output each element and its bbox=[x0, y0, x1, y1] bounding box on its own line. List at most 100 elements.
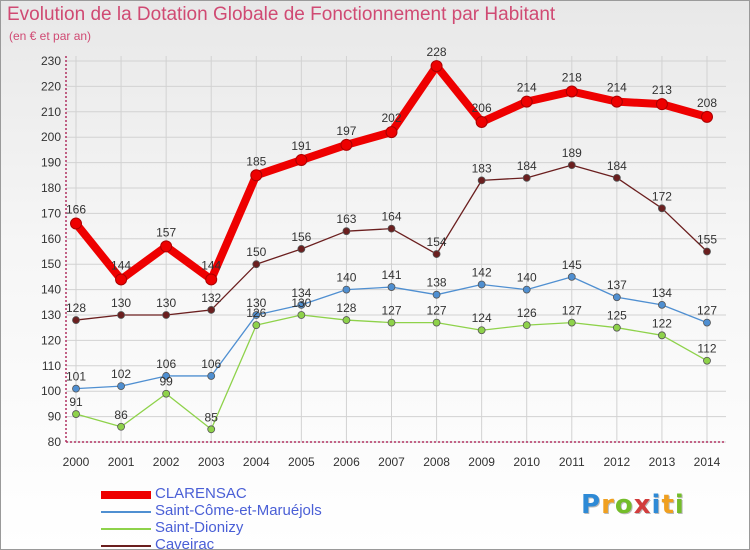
data-point bbox=[205, 273, 218, 286]
data-label: 134 bbox=[291, 286, 311, 300]
data-point bbox=[297, 300, 306, 309]
data-label: 86 bbox=[114, 408, 128, 422]
data-point bbox=[565, 85, 578, 98]
data-point bbox=[432, 318, 441, 327]
x-tick-label: 2011 bbox=[559, 455, 585, 469]
data-label: 155 bbox=[697, 233, 717, 247]
y-tick-label: 100 bbox=[41, 384, 61, 398]
x-tick-label: 2006 bbox=[333, 455, 360, 469]
y-tick-label: 120 bbox=[41, 333, 61, 347]
data-label: 134 bbox=[652, 286, 672, 300]
data-point bbox=[342, 285, 351, 294]
data-point bbox=[658, 331, 666, 340]
data-label: 130 bbox=[111, 296, 131, 310]
data-point bbox=[295, 154, 308, 167]
data-label: 130 bbox=[291, 296, 311, 310]
legend-item-caveirac: Caveirac bbox=[101, 536, 401, 549]
data-point bbox=[207, 306, 216, 314]
data-point bbox=[567, 272, 576, 281]
y-tick-label: 80 bbox=[48, 435, 62, 449]
data-point bbox=[703, 247, 711, 256]
data-point bbox=[658, 204, 666, 213]
data-label: 126 bbox=[246, 306, 266, 320]
data-point bbox=[252, 311, 261, 319]
data-label: 140 bbox=[336, 271, 356, 285]
y-tick-label: 160 bbox=[41, 232, 61, 246]
data-point bbox=[610, 95, 623, 108]
data-point bbox=[385, 126, 398, 139]
x-tick-label: 2009 bbox=[468, 455, 495, 469]
data-label: 125 bbox=[607, 309, 627, 323]
data-point bbox=[567, 318, 576, 327]
data-label: 130 bbox=[156, 296, 176, 310]
data-point bbox=[387, 283, 396, 291]
data-label: 202 bbox=[381, 111, 401, 125]
data-label: 228 bbox=[427, 45, 447, 59]
data-point bbox=[250, 169, 263, 182]
y-tick-label: 220 bbox=[41, 79, 61, 93]
data-label: 163 bbox=[336, 212, 356, 226]
y-tick-label: 150 bbox=[41, 257, 61, 271]
data-point bbox=[522, 285, 531, 294]
data-point bbox=[160, 240, 173, 253]
data-label: 140 bbox=[517, 271, 537, 285]
data-label: 126 bbox=[517, 306, 537, 320]
chart-subtitle: (en € et par an) bbox=[9, 29, 92, 43]
data-point bbox=[117, 422, 125, 431]
data-label: 102 bbox=[111, 367, 131, 381]
x-tick-label: 2008 bbox=[423, 455, 450, 469]
data-label: 189 bbox=[562, 146, 582, 160]
data-point bbox=[72, 410, 80, 418]
legend-swatch bbox=[101, 491, 151, 499]
data-point bbox=[162, 372, 171, 380]
data-point bbox=[117, 382, 125, 391]
data-label: 157 bbox=[156, 225, 176, 239]
legend-label: Saint-Dionizy bbox=[155, 519, 244, 536]
data-point bbox=[475, 115, 488, 128]
data-label: 191 bbox=[291, 139, 311, 153]
data-label: 213 bbox=[652, 83, 672, 97]
data-point bbox=[72, 384, 80, 393]
data-point bbox=[432, 250, 441, 258]
data-label: 137 bbox=[607, 278, 627, 292]
data-point bbox=[430, 60, 443, 73]
data-label: 154 bbox=[427, 235, 447, 249]
chart-title: Evolution de la Dotation Globale de Fonc… bbox=[7, 4, 556, 25]
y-tick-label: 170 bbox=[41, 206, 61, 220]
logo-letter: x bbox=[633, 490, 652, 520]
data-label: 166 bbox=[66, 203, 86, 217]
data-point bbox=[72, 316, 80, 324]
data-point bbox=[207, 372, 216, 380]
data-point bbox=[477, 176, 486, 185]
data-label: 132 bbox=[201, 291, 221, 305]
data-label: 141 bbox=[381, 268, 401, 282]
data-point bbox=[115, 273, 128, 286]
data-point bbox=[703, 356, 711, 365]
x-tick-label: 2003 bbox=[198, 455, 225, 469]
data-point bbox=[612, 293, 621, 302]
data-label: 142 bbox=[472, 266, 492, 280]
data-label: 144 bbox=[111, 258, 131, 272]
y-tick-label: 110 bbox=[42, 359, 61, 373]
y-tick-label: 230 bbox=[41, 54, 61, 68]
y-tick-label: 200 bbox=[41, 130, 61, 144]
legend: CLARENSAC Saint-Côme-et-Maruéjols Saint-… bbox=[101, 485, 401, 549]
data-label: 127 bbox=[697, 304, 717, 318]
data-label: 172 bbox=[652, 189, 672, 203]
legend-swatch bbox=[101, 545, 151, 547]
data-label: 197 bbox=[336, 124, 356, 138]
data-label: 85 bbox=[205, 410, 219, 424]
y-tick-label: 190 bbox=[41, 156, 61, 170]
data-label: 156 bbox=[291, 230, 311, 244]
data-label: 183 bbox=[472, 161, 492, 175]
data-point bbox=[70, 217, 82, 230]
data-label: 106 bbox=[156, 357, 176, 371]
data-label: 130 bbox=[246, 296, 266, 310]
data-label: 208 bbox=[697, 96, 717, 110]
data-label: 128 bbox=[336, 301, 356, 315]
data-label: 99 bbox=[159, 375, 173, 389]
legend-item-clarensac: CLARENSAC bbox=[101, 485, 401, 503]
data-point bbox=[477, 326, 486, 335]
x-tick-label: 2000 bbox=[63, 455, 90, 469]
